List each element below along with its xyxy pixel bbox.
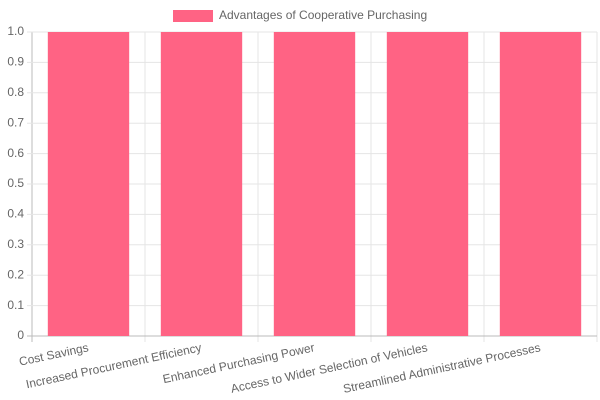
bar — [499, 32, 582, 336]
y-tick-label: 0.6 — [7, 146, 24, 160]
y-tick-label: 0.4 — [7, 207, 24, 221]
bar — [273, 32, 356, 336]
bar — [47, 32, 130, 336]
y-tick-label: 0.1 — [7, 298, 24, 312]
legend-label: Advantages of Cooperative Purchasing — [219, 8, 427, 22]
y-tick-label: 0.8 — [7, 85, 24, 99]
x-tick-label: Cost Savings — [18, 340, 90, 368]
y-tick-label: 0.2 — [7, 267, 24, 281]
y-tick-label: 1.0 — [7, 24, 24, 38]
legend-swatch — [173, 10, 213, 22]
y-tick-label: 0.9 — [7, 55, 24, 69]
x-tick-label: Streamlined Administrative Processes — [342, 340, 542, 396]
y-tick-label: 0.3 — [7, 237, 24, 251]
bar — [160, 32, 243, 336]
y-tick-label: 0 — [17, 328, 24, 342]
x-tick-label: Access to Wider Selection of Vehicles — [229, 340, 428, 395]
bar — [386, 32, 469, 336]
y-tick-label: 0.5 — [7, 176, 24, 190]
y-tick-label: 0.7 — [7, 115, 24, 129]
